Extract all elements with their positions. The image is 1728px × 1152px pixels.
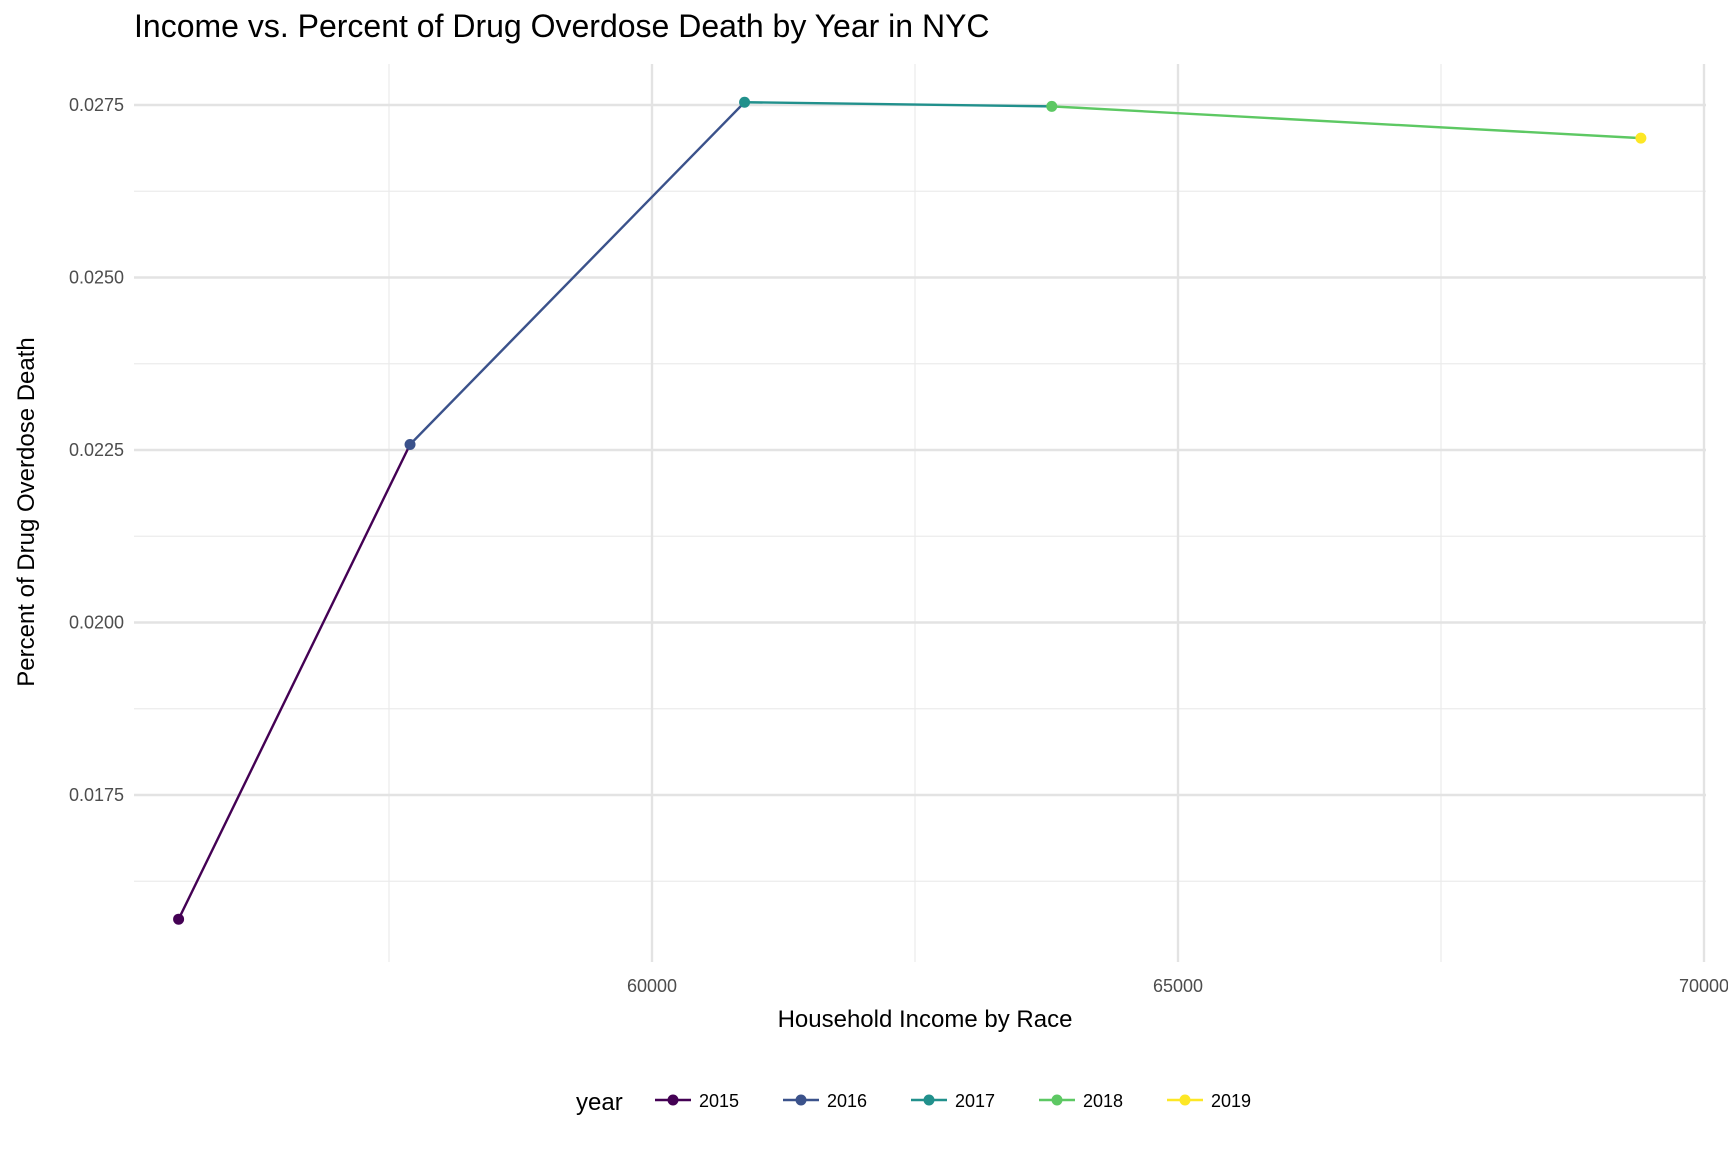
data-point-2018: [1046, 100, 1058, 112]
legend-key-point-2016: [795, 1094, 807, 1106]
y-axis-title: Percent of Drug Overdose Death: [13, 337, 40, 687]
legend-label-2016: 2016: [827, 1091, 867, 1111]
legend-key-point-2019: [1179, 1094, 1191, 1106]
legend-label-2017: 2017: [955, 1091, 995, 1111]
legend-label-2018: 2018: [1083, 1091, 1123, 1111]
series-line-2018: [1051, 105, 1641, 140]
y-tick-label: 0.0275: [69, 95, 124, 115]
data-point-2017: [739, 96, 751, 108]
data-point-2019: [1635, 132, 1647, 144]
x-axis-title: Household Income by Race: [778, 1006, 1073, 1033]
x-tick-label: 65000: [1153, 976, 1203, 996]
legend-key-point-2017: [923, 1094, 935, 1106]
y-tick-label: 0.0225: [69, 440, 124, 460]
data-point-2016: [404, 438, 416, 450]
x-tick-label: 60000: [627, 976, 677, 996]
legend-title: year: [576, 1089, 623, 1116]
y-tick-label: 0.0200: [69, 613, 124, 633]
legend-key-point-2015: [667, 1094, 679, 1106]
legend: year 2015 2016 2017 2018 2019: [576, 1089, 1251, 1116]
series-line-2016: [409, 101, 746, 446]
grid-layer: [134, 64, 1706, 962]
y-tick-labels: 0.0175 0.0200 0.0225 0.0250 0.0275: [69, 95, 124, 805]
chart-title: Income vs. Percent of Drug Overdose Deat…: [134, 8, 990, 44]
legend-label-2015: 2015: [699, 1091, 739, 1111]
y-tick-label: 0.0175: [69, 785, 124, 805]
series-layer: [173, 96, 1647, 925]
legend-label-2019: 2019: [1211, 1091, 1251, 1111]
data-point-2015: [173, 913, 185, 925]
y-tick-label: 0.0250: [69, 268, 124, 288]
legend-key-point-2018: [1051, 1094, 1063, 1106]
series-line-2017: [744, 101, 1052, 108]
x-tick-labels: 60000 65000 70000: [627, 976, 1728, 996]
x-tick-label: 70000: [1679, 976, 1728, 996]
series-line-2015: [177, 443, 412, 920]
